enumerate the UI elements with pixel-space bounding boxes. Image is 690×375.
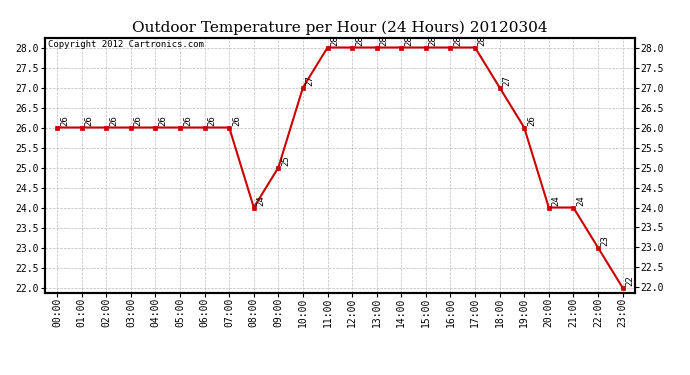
Text: 24: 24 <box>576 195 585 206</box>
Text: 27: 27 <box>306 75 315 86</box>
Text: 28: 28 <box>453 35 462 46</box>
Text: 28: 28 <box>477 35 487 46</box>
Text: 27: 27 <box>502 75 511 86</box>
Text: 28: 28 <box>404 35 413 46</box>
Text: 24: 24 <box>551 195 560 206</box>
Text: 26: 26 <box>527 116 536 126</box>
Text: 26: 26 <box>183 116 192 126</box>
Text: 22: 22 <box>625 275 634 286</box>
Text: 28: 28 <box>380 35 388 46</box>
Text: Copyright 2012 Cartronics.com: Copyright 2012 Cartronics.com <box>48 40 204 49</box>
Title: Outdoor Temperature per Hour (24 Hours) 20120304: Outdoor Temperature per Hour (24 Hours) … <box>132 21 548 35</box>
Text: 26: 26 <box>60 116 69 126</box>
Text: 26: 26 <box>208 116 217 126</box>
Text: 24: 24 <box>257 195 266 206</box>
Text: 25: 25 <box>281 155 290 166</box>
Text: 26: 26 <box>109 116 118 126</box>
Text: 26: 26 <box>84 116 94 126</box>
Text: 23: 23 <box>601 236 610 246</box>
Text: 26: 26 <box>134 116 143 126</box>
Text: 26: 26 <box>232 116 241 126</box>
Text: 28: 28 <box>428 35 437 46</box>
Text: 28: 28 <box>355 35 364 46</box>
Text: 28: 28 <box>331 35 339 46</box>
Text: 26: 26 <box>158 116 167 126</box>
